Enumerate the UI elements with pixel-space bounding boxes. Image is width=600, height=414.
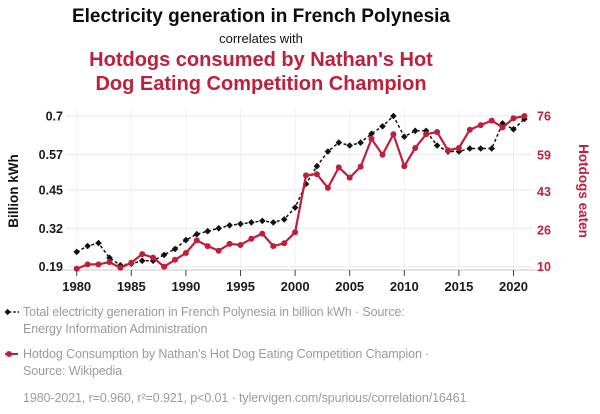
y-axis-left-title: Billion kWh	[6, 154, 21, 228]
x-tick-label: 2000	[281, 279, 310, 294]
y-left-tick-label: 0.32	[39, 222, 63, 236]
electricity-series-marker-icon	[4, 308, 19, 316]
y-axis-right-title: Hotdogs eaten	[576, 144, 591, 238]
y-right-tick-label: 76	[537, 110, 551, 124]
x-tick-label: 1985	[117, 279, 146, 294]
x-tick-label: 1980	[62, 279, 91, 294]
header: Electricity generation in French Polynes…	[0, 0, 522, 96]
gridlines	[66, 110, 532, 268]
correlates-with-subtitle: correlates with	[219, 30, 303, 46]
y-left-tick-label: 0.19	[39, 260, 63, 274]
x-axis: 1980 1985 1990 1995 2000 2005 2010 2015 2020	[58, 269, 540, 294]
y-right-tick-label: 43	[537, 185, 551, 199]
x-tick-label: 2010	[390, 279, 419, 294]
y-left-tick-label: 0.45	[39, 183, 63, 197]
legend-footer: Total electricity generation in French P…	[4, 304, 589, 405]
stats-line: 1980-2021, r=0.960, r²=0.921, p<0.01 · t…	[23, 391, 467, 405]
legend-label-electricity: Total electricity generation in French P…	[23, 305, 405, 337]
x-tick-label: 2005	[335, 279, 364, 294]
y-left-tick-label: 0.7	[46, 110, 63, 124]
chart-title: Electricity generation in French Polynes…	[71, 6, 450, 27]
y-axis-left-ticks: 0.7 0.57 0.45 0.32 0.19	[39, 110, 63, 275]
legend-label-hotdogs: Hotdog Consumption by Nathan's Hot Dog E…	[23, 346, 430, 378]
secondary-chart-title: Hotdogs consumed by Nathan's Hot Dog Eat…	[89, 49, 433, 95]
y-left-tick-label: 0.57	[39, 148, 63, 162]
hotdog-series	[73, 113, 528, 272]
electricity-series	[73, 112, 528, 269]
x-tick-label: 2020	[499, 279, 528, 294]
x-tick-label: 2015	[444, 279, 473, 294]
hotdog-series-marker-icon	[5, 350, 18, 357]
y-axis-right-ticks: 76 59 43 26 10	[537, 110, 551, 275]
y-right-tick-label: 59	[537, 148, 551, 162]
x-tick-label: 1995	[226, 279, 255, 294]
x-tick-label: 1990	[171, 279, 200, 294]
y-right-tick-label: 10	[537, 260, 551, 274]
legend-item-electricity: Total electricity generation in French P…	[4, 304, 589, 339]
y-right-tick-label: 26	[537, 224, 551, 238]
legend-item-hotdogs: Hotdog Consumption by Nathan's Hot Dog E…	[4, 346, 589, 381]
